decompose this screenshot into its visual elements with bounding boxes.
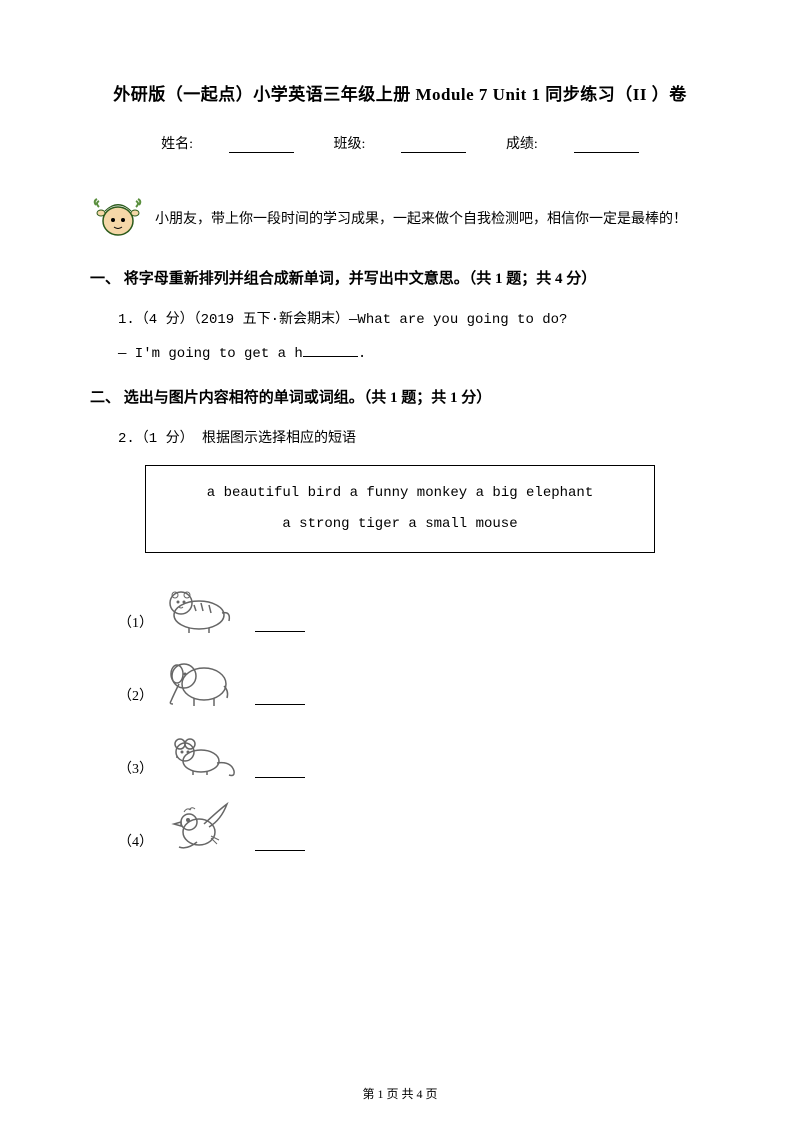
question-2: 2.（1 分） 根据图示选择相应的短语 <box>118 427 710 447</box>
question-1: 1.（4 分）（2019 五下·新会期末）—What are you going… <box>118 308 710 328</box>
image-row-3: （3） <box>118 719 710 784</box>
encourage-line: 小朋友，带上你一段时间的学习成果，一起来做个自我检测吧，相信你一定是最棒的！ <box>90 193 710 243</box>
answer-blank-2[interactable] <box>255 693 305 705</box>
item-num-2: （2） <box>118 685 153 705</box>
answer-blank-3[interactable] <box>255 766 305 778</box>
answer-blank-4[interactable] <box>255 839 305 851</box>
word-bank-box: a beautiful bird a funny monkey a big el… <box>145 465 655 553</box>
mouse-icon <box>159 719 239 784</box>
page-footer: 第 1 页 共 4 页 <box>0 1085 800 1102</box>
name-label: 姓名: <box>161 137 193 152</box>
page-title: 外研版（一起点）小学英语三年级上册 Module 7 Unit 1 同步练习（I… <box>90 80 710 105</box>
answer-blank-q1[interactable] <box>303 356 358 357</box>
image-row-4: （4） <box>118 792 710 857</box>
word-bank-line-1: a beautiful bird a funny monkey a big el… <box>166 478 634 509</box>
answer-blank-1[interactable] <box>255 620 305 632</box>
class-blank[interactable] <box>401 139 466 153</box>
image-row-2: （2） <box>118 646 710 711</box>
encourage-text: 小朋友，带上你一段时间的学习成果，一起来做个自我检测吧，相信你一定是最棒的！ <box>155 208 687 228</box>
student-info-line: 姓名: 班级: 成绩: <box>90 133 710 153</box>
score-blank[interactable] <box>574 139 639 153</box>
item-num-1: （1） <box>118 612 153 632</box>
section-1-heading: 一、 将字母重新排列并组合成新单词，并写出中文意思。（共 1 题；共 4 分） <box>90 267 710 288</box>
question-1-sub: — I'm going to get a h. <box>118 346 710 362</box>
image-row-1: （1） <box>118 573 710 638</box>
word-bank-line-2: a strong tiger a small mouse <box>166 509 634 540</box>
section-2-heading: 二、 选出与图片内容相符的单词或词组。（共 1 题；共 1 分） <box>90 386 710 407</box>
score-label: 成绩: <box>506 137 538 152</box>
elephant-icon <box>159 646 239 711</box>
mascot-icon <box>90 193 145 243</box>
class-label: 班级: <box>334 137 366 152</box>
item-num-3: （3） <box>118 758 153 778</box>
name-blank[interactable] <box>229 139 294 153</box>
item-num-4: （4） <box>118 831 153 851</box>
tiger-icon <box>159 573 239 638</box>
bird-icon <box>159 792 239 857</box>
